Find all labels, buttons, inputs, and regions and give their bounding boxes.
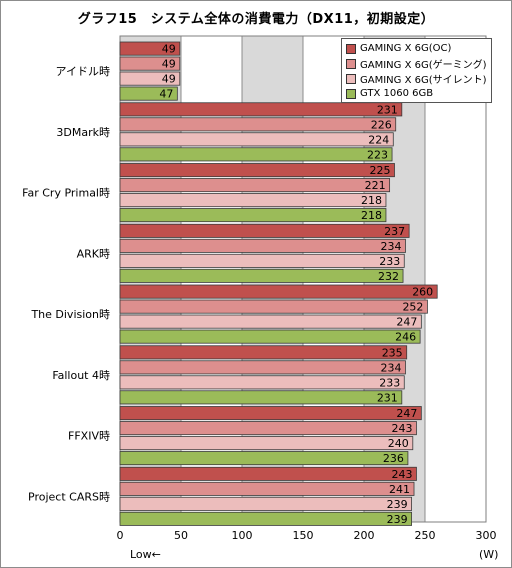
data-label: 239	[387, 498, 408, 511]
bar-gaming-x-6g	[119, 253, 405, 268]
data-label: 232	[378, 270, 399, 283]
legend-swatch	[346, 58, 356, 69]
category-label: Far Cry Primal時	[22, 187, 110, 200]
bar-gaming-x-6g	[119, 238, 406, 253]
data-label: 218	[361, 209, 382, 222]
x-axis-unit-label: (W)	[479, 548, 499, 561]
bar-gtx-1060-6gb	[119, 451, 409, 466]
legend-label: GTX 1060 6GB	[360, 88, 434, 99]
data-label: 241	[389, 483, 410, 496]
data-label: 231	[377, 391, 398, 404]
legend-label: GAMING X 6G(OC)	[360, 43, 452, 54]
data-label: 260	[412, 286, 433, 299]
bar-gtx-1060-6gb	[119, 208, 387, 223]
legend-item: GTX 1060 6GB	[346, 86, 487, 101]
bar-gaming-x-6g	[119, 56, 181, 71]
data-label: 236	[383, 452, 404, 465]
bar-gaming-x-6g	[119, 193, 387, 208]
data-label: 239	[387, 513, 408, 526]
data-label: 221	[365, 179, 386, 192]
x-tick-label: 50	[174, 529, 188, 542]
legend-swatch	[346, 43, 356, 54]
data-label: 224	[368, 133, 389, 146]
bar-gaming-x-6g-oc	[119, 102, 403, 117]
bar-gaming-x-6g-oc	[119, 284, 438, 299]
bar-gtx-1060-6gb	[119, 329, 421, 344]
category-label: 3DMark時	[56, 126, 110, 139]
data-label: 247	[396, 407, 417, 420]
data-label: 226	[371, 118, 392, 131]
data-label: 233	[379, 376, 400, 389]
bar-gaming-x-6g	[119, 481, 415, 496]
bar-gaming-x-6g	[119, 375, 405, 390]
data-label: 49	[162, 58, 176, 71]
bar-gaming-x-6g-oc	[119, 223, 410, 238]
bar-gaming-x-6g	[119, 421, 417, 436]
bar-gtx-1060-6gb	[119, 268, 404, 283]
low-direction-label: Low←	[130, 548, 161, 561]
bar-gaming-x-6g	[119, 132, 394, 147]
category-label: Project CARS時	[28, 490, 110, 503]
data-label: 235	[382, 346, 403, 359]
legend-label: GAMING X 6G(サイレント)	[360, 75, 487, 86]
bar-gaming-x-6g-oc	[119, 466, 417, 481]
data-label: 240	[388, 437, 409, 450]
data-label: 237	[384, 225, 405, 238]
bar-gaming-x-6g	[119, 178, 391, 193]
bar-gaming-x-6g	[119, 117, 397, 132]
category-label: Fallout 4時	[52, 369, 110, 382]
data-label: 233	[379, 255, 400, 268]
data-label: 252	[402, 301, 423, 314]
chart-title: グラフ15 システム全体の消費電力（DX11，初期設定）	[77, 12, 435, 27]
category-label: ARK時	[77, 247, 110, 260]
chart-legend: GAMING X 6G(OC) GAMING X 6G(ゲーミング) GAMING …	[341, 38, 492, 103]
data-label: 218	[361, 194, 382, 207]
bar-gaming-x-6g-oc	[119, 163, 395, 178]
data-label: 49	[162, 73, 176, 86]
bar-gtx-1060-6gb	[119, 511, 412, 526]
legend-item: GAMING X 6G(OC)	[346, 41, 487, 56]
bar-gaming-x-6g	[119, 299, 428, 314]
legend-swatch	[346, 73, 356, 84]
bar-gaming-x-6g	[119, 71, 181, 86]
bar-gtx-1060-6gb	[119, 390, 403, 405]
legend-item: GAMING X 6G(ゲーミング)	[346, 56, 487, 71]
x-tick-label: 300	[476, 529, 497, 542]
legend-swatch	[346, 88, 356, 99]
x-tick-label: 250	[415, 529, 436, 542]
bar-gaming-x-6g	[119, 496, 412, 511]
category-label: The Division時	[30, 308, 110, 321]
data-label: 243	[391, 468, 412, 481]
x-tick-label: 200	[354, 529, 375, 542]
category-label: アイドル時	[56, 65, 110, 78]
category-label: FFXIV時	[68, 430, 110, 443]
data-label: 223	[367, 148, 388, 161]
legend-label: GAMING X 6G(ゲーミング)	[360, 60, 487, 71]
bar-gtx-1060-6gb	[119, 147, 393, 162]
data-label: 231	[377, 103, 398, 116]
bar-gaming-x-6g-oc	[119, 406, 422, 421]
bar-gaming-x-6g	[119, 360, 406, 375]
bar-gaming-x-6g-oc	[119, 345, 408, 360]
data-label: 225	[370, 164, 391, 177]
bar-gaming-x-6g-oc	[119, 41, 181, 56]
data-label: 243	[391, 422, 412, 435]
data-label: 234	[380, 240, 401, 253]
plot-band	[425, 36, 486, 522]
data-label: 234	[380, 361, 401, 374]
x-tick-label: 150	[293, 529, 314, 542]
x-tick-label: 100	[232, 529, 253, 542]
bar-gaming-x-6g	[119, 436, 414, 451]
bar-gaming-x-6g	[119, 314, 422, 329]
legend-item: GAMING X 6G(サイレント)	[346, 71, 487, 86]
data-label: 247	[396, 316, 417, 329]
data-label: 246	[395, 331, 416, 344]
data-label: 47	[159, 88, 173, 101]
x-tick-label: 0	[117, 529, 124, 542]
bar-gtx-1060-6gb	[119, 86, 178, 101]
data-label: 49	[162, 43, 176, 56]
